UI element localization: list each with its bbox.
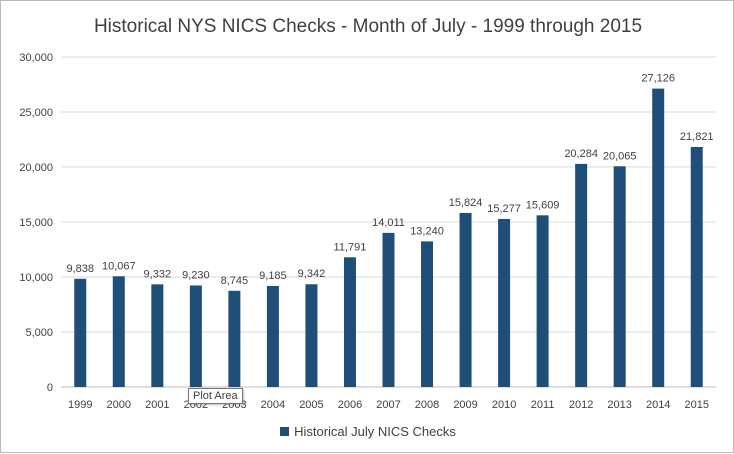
bar-2011 [536, 215, 549, 387]
x-tick-label-2015: 2015 [684, 399, 708, 411]
bar-2008 [421, 241, 434, 387]
bar-2013 [613, 166, 626, 387]
data-label-2008: 13,240 [410, 225, 444, 237]
data-label-2010: 15,277 [487, 203, 521, 215]
x-tick-label-2007: 2007 [376, 399, 400, 411]
legend: Historical July NICS Checks [1, 424, 734, 439]
data-label-2007: 14,011 [372, 217, 405, 229]
x-tick-label-2004: 2004 [261, 399, 285, 411]
bar-2010 [498, 218, 511, 387]
bar-1999 [74, 278, 87, 387]
data-label-2001: 9,332 [144, 268, 172, 280]
x-tick-label-2006: 2006 [338, 399, 362, 411]
plot-area-tooltip: Plot Area [188, 388, 243, 404]
bar-2001 [151, 284, 164, 387]
legend-swatch [280, 427, 290, 436]
y-tick-label: 25,000 [19, 107, 53, 119]
x-tick-label-2001: 2001 [145, 399, 169, 411]
x-tick-label-2011: 2011 [531, 399, 555, 411]
bar-2007 [382, 232, 395, 387]
data-label-1999: 9,838 [66, 263, 94, 275]
chart-title: Historical NYS NICS Checks - Month of Ju… [93, 16, 643, 37]
bar-2000 [112, 276, 125, 387]
data-label-2009: 15,824 [449, 197, 483, 209]
bar-2009 [459, 212, 472, 387]
x-tick-label-2005: 2005 [299, 399, 323, 411]
data-label-2004: 9,185 [259, 270, 287, 282]
data-label-2013: 20,065 [603, 150, 637, 162]
bar-2012 [575, 163, 588, 387]
x-tick-label-2012: 2012 [569, 399, 593, 411]
x-tick-label-1999: 1999 [68, 399, 92, 411]
x-tick-label-2013: 2013 [607, 399, 631, 411]
bar-2002 [189, 285, 202, 387]
bar-2014 [652, 88, 665, 387]
data-labels: 9,838 10,067 9,332 9,230 8,745 9,185 9,342 11,7… [66, 73, 713, 287]
x-tick-label-2008: 2008 [415, 399, 439, 411]
bar-2004 [266, 285, 279, 387]
data-label-2002: 9,230 [182, 269, 210, 281]
bars [74, 88, 703, 387]
bar-2006 [343, 257, 356, 387]
bar-2015 [690, 146, 703, 387]
data-label-2000: 10,067 [102, 260, 136, 272]
y-tick-label: 20,000 [19, 162, 53, 174]
y-tick-label: 15,000 [19, 217, 53, 229]
data-label-2012: 20,284 [564, 148, 598, 160]
x-axis-labels: 1999 2000 2001 2002 2003 2004 2005 2006 2007 2008… [68, 399, 709, 411]
data-label-2005: 9,342 [298, 268, 326, 280]
x-tick-label-2010: 2010 [492, 399, 516, 411]
data-label-2003: 8,745 [221, 275, 249, 287]
x-tick-label-2014: 2014 [646, 399, 670, 411]
y-axis-labels: 0 5,000 10,000 15,000 20,000 25,000 30,000 [19, 52, 53, 394]
x-tick-label-2000: 2000 [107, 399, 131, 411]
legend-label: Historical July NICS Checks [294, 424, 456, 439]
data-label-2011: 15,609 [526, 199, 560, 211]
x-tick-label-2009: 2009 [453, 399, 477, 411]
y-tick-label: 5,000 [25, 327, 53, 339]
data-label-2014: 27,126 [641, 73, 675, 85]
bar-2003 [228, 290, 241, 387]
data-label-2006: 11,791 [334, 241, 367, 253]
y-tick-label: 30,000 [19, 52, 53, 64]
y-tick-label: 10,000 [19, 272, 53, 284]
y-tick-label: 0 [47, 382, 53, 394]
data-label-2015: 21,821 [680, 131, 714, 143]
bar-2005 [305, 284, 318, 387]
